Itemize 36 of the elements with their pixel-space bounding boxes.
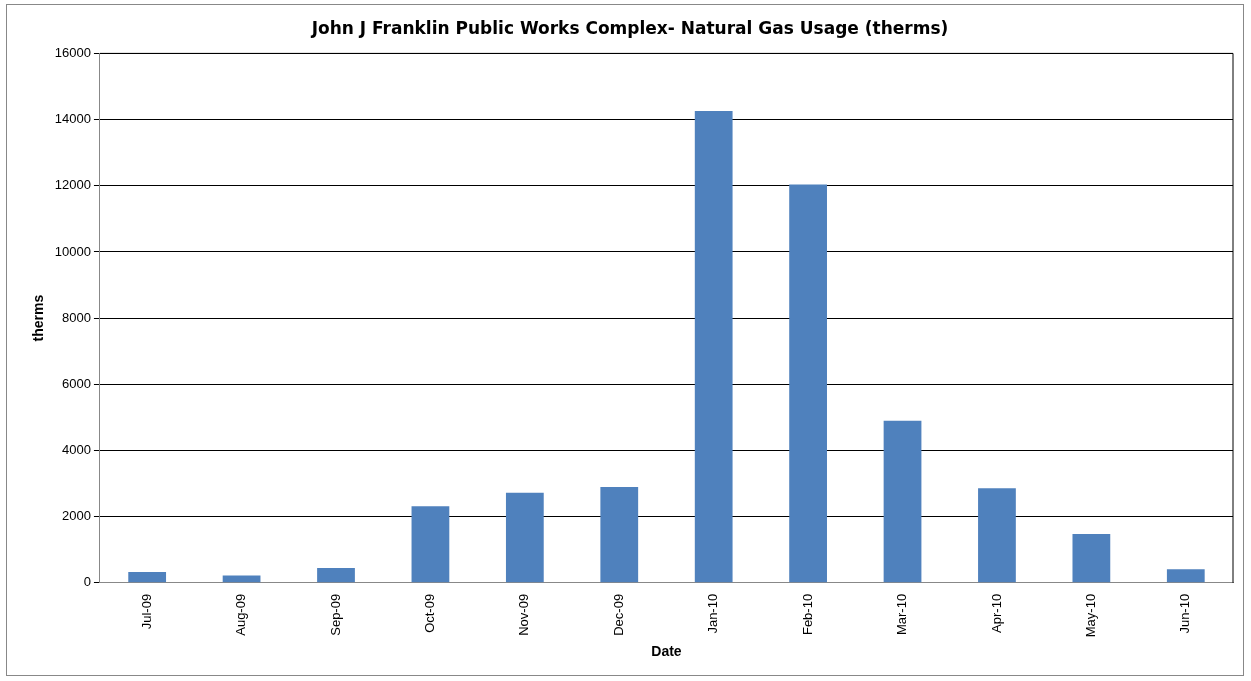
bar — [883, 420, 922, 583]
y-tick-label: 10000 — [54, 243, 91, 259]
y-tick-label: 0 — [83, 574, 91, 590]
bar — [1072, 533, 1111, 583]
x-tick-label: Dec-09 — [610, 593, 626, 636]
bar — [222, 575, 261, 583]
x-axis-title: Date — [651, 643, 682, 660]
x-tick-label: May-10 — [1082, 593, 1098, 638]
y-tick-label: 12000 — [54, 177, 91, 193]
x-tick-label: Mar-10 — [894, 593, 910, 636]
bar — [317, 567, 355, 583]
y-tick-label: 4000 — [62, 442, 91, 458]
x-tick-label: Sep-09 — [327, 593, 343, 636]
chart-title: John J Franklin Public Works Complex- Natural Gas Usage (therms) — [310, 17, 949, 38]
bar — [411, 506, 450, 583]
bar — [789, 184, 827, 583]
y-tick-label: 14000 — [54, 111, 91, 127]
y-tick-label: 6000 — [62, 375, 91, 391]
x-tick-label: Nov-09 — [516, 593, 532, 636]
y-tick-label: 8000 — [62, 309, 91, 325]
x-tick-label: Oct-09 — [422, 593, 437, 633]
bar — [978, 488, 1016, 583]
x-tick-label: Jul-09 — [138, 593, 154, 630]
bar — [1166, 569, 1205, 583]
y-tick-label: 16000 — [54, 44, 91, 60]
bar — [505, 492, 544, 583]
x-tick-label: Apr-10 — [988, 593, 1004, 633]
bar — [694, 110, 733, 583]
x-tick-label: Jan-10 — [705, 593, 721, 634]
y-axis-title: therms — [30, 294, 47, 342]
x-tick-label: Feb-10 — [799, 593, 815, 636]
y-tick-label: 2000 — [62, 508, 91, 524]
x-tick-label: Jun-10 — [1177, 593, 1193, 634]
bar — [128, 571, 167, 583]
bar — [600, 486, 639, 583]
x-tick-label: Aug-09 — [233, 593, 249, 636]
